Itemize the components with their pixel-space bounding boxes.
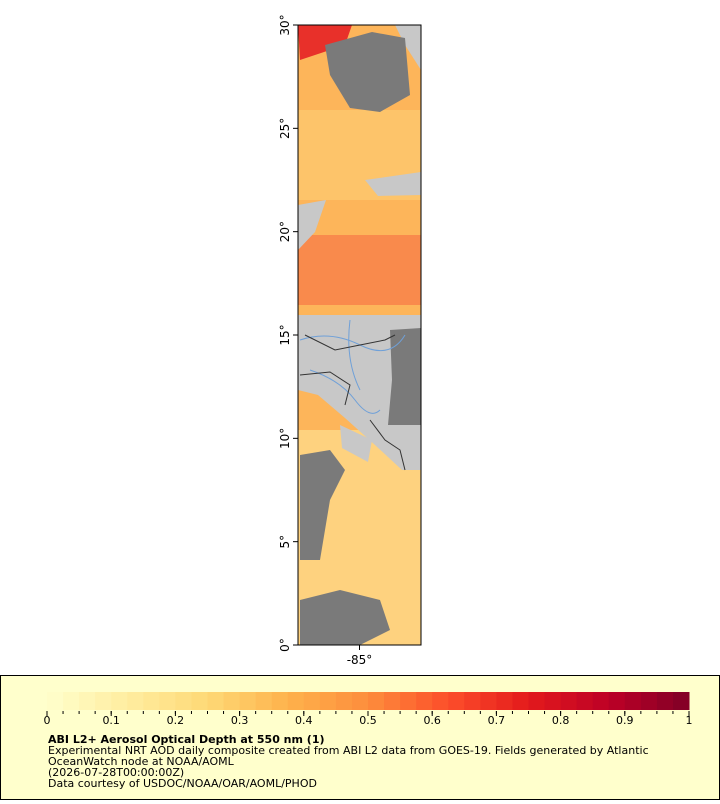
caption-title: ABI L2+ Aerosol Optical Depth at 550 nm … <box>48 733 325 746</box>
lat-tick-label: 10° <box>278 428 292 449</box>
colorbar-segment <box>127 692 144 710</box>
colorbar-segment <box>544 692 562 710</box>
caption-line: OceanWatch node at NOAA/AOML <box>48 755 235 768</box>
colorbar-segment <box>319 692 337 710</box>
colorbar-segment <box>175 692 192 710</box>
map-image <box>298 25 421 645</box>
colorbar-segment <box>592 692 610 710</box>
colorbar-tick-label: 0.2 <box>167 714 185 727</box>
colorbar-segment <box>672 692 690 710</box>
colorbar-segment <box>496 692 513 710</box>
lat-tick-label: 15° <box>278 324 292 345</box>
colorbar-tick-label: 0.7 <box>488 714 506 727</box>
colorbar-tick-label: 0.1 <box>102 714 120 727</box>
colorbar-segment <box>47 692 64 710</box>
colorbar-segment <box>159 692 176 710</box>
colorbar-segment <box>624 692 642 710</box>
colorbar-segment <box>111 692 128 710</box>
axes: 0° 5° 10° 15° 20° 25° 30° -85° <box>278 14 372 667</box>
colorbar-segment <box>79 692 96 710</box>
colorbar-segment <box>303 692 321 710</box>
lon-tick-label: -85° <box>347 653 373 667</box>
colorbar-segment <box>432 692 449 710</box>
colorbar-tick-label: 0 <box>44 714 51 727</box>
colorbar-segment <box>335 692 353 710</box>
colorbar-segment <box>239 692 257 710</box>
colorbar-segment <box>512 692 529 710</box>
colorbar-segment <box>416 692 433 710</box>
colorbar-segment <box>528 692 546 710</box>
colorbar-segment <box>656 692 674 710</box>
colorbar-segment <box>464 692 481 710</box>
colorbar-segment <box>255 692 273 710</box>
colorbar-segment <box>143 692 160 710</box>
colorbar-segment <box>576 692 594 710</box>
lat-tick-label: 25° <box>278 118 292 139</box>
colorbar-tick-label: 0.4 <box>295 714 313 727</box>
colorbar-segment <box>560 692 578 710</box>
colorbar-segment <box>448 692 465 710</box>
colorbar-segment <box>480 692 497 710</box>
colorbar-tick-label: 0.6 <box>423 714 441 727</box>
caption-line: Experimental NRT AOD daily composite cre… <box>48 744 649 757</box>
colorbar-tick-label: 0.9 <box>616 714 634 727</box>
caption-line: (2026-07-28T00:00:00Z) <box>48 766 184 779</box>
colorbar-tick-label: 0.5 <box>359 714 377 727</box>
colorbar-segment <box>640 692 658 710</box>
lat-tick-label: 20° <box>278 221 292 242</box>
lat-tick-label: 30° <box>278 14 292 35</box>
colorbar-segment <box>63 692 80 710</box>
lat-tick-label: 0° <box>278 638 292 652</box>
colorbar-segment <box>384 692 401 710</box>
colorbar-segment <box>223 692 241 710</box>
colorbar-tick-label: 0.8 <box>552 714 570 727</box>
colorbar-segment <box>287 692 305 710</box>
colorbar-segment <box>368 692 385 710</box>
colorbar-segment <box>191 692 208 710</box>
colorbar-segment <box>271 692 289 710</box>
caption-line: Data courtesy of USDOC/NOAA/OAR/AOML/PHO… <box>48 777 317 790</box>
colorbar: 0 0.1 0.2 0.3 0.4 0.5 0.6 0.7 0.8 0.9 1 <box>44 692 693 727</box>
colorbar-segment <box>207 692 225 710</box>
colorbar-segment <box>608 692 626 710</box>
colorbar-tick-label: 0.3 <box>231 714 249 727</box>
colorbar-tick-label: 1 <box>686 714 693 727</box>
lat-tick-label: 5° <box>278 535 292 549</box>
colorbar-segment <box>351 692 369 710</box>
colorbar-segment <box>400 692 417 710</box>
colorbar-segment <box>95 692 112 710</box>
